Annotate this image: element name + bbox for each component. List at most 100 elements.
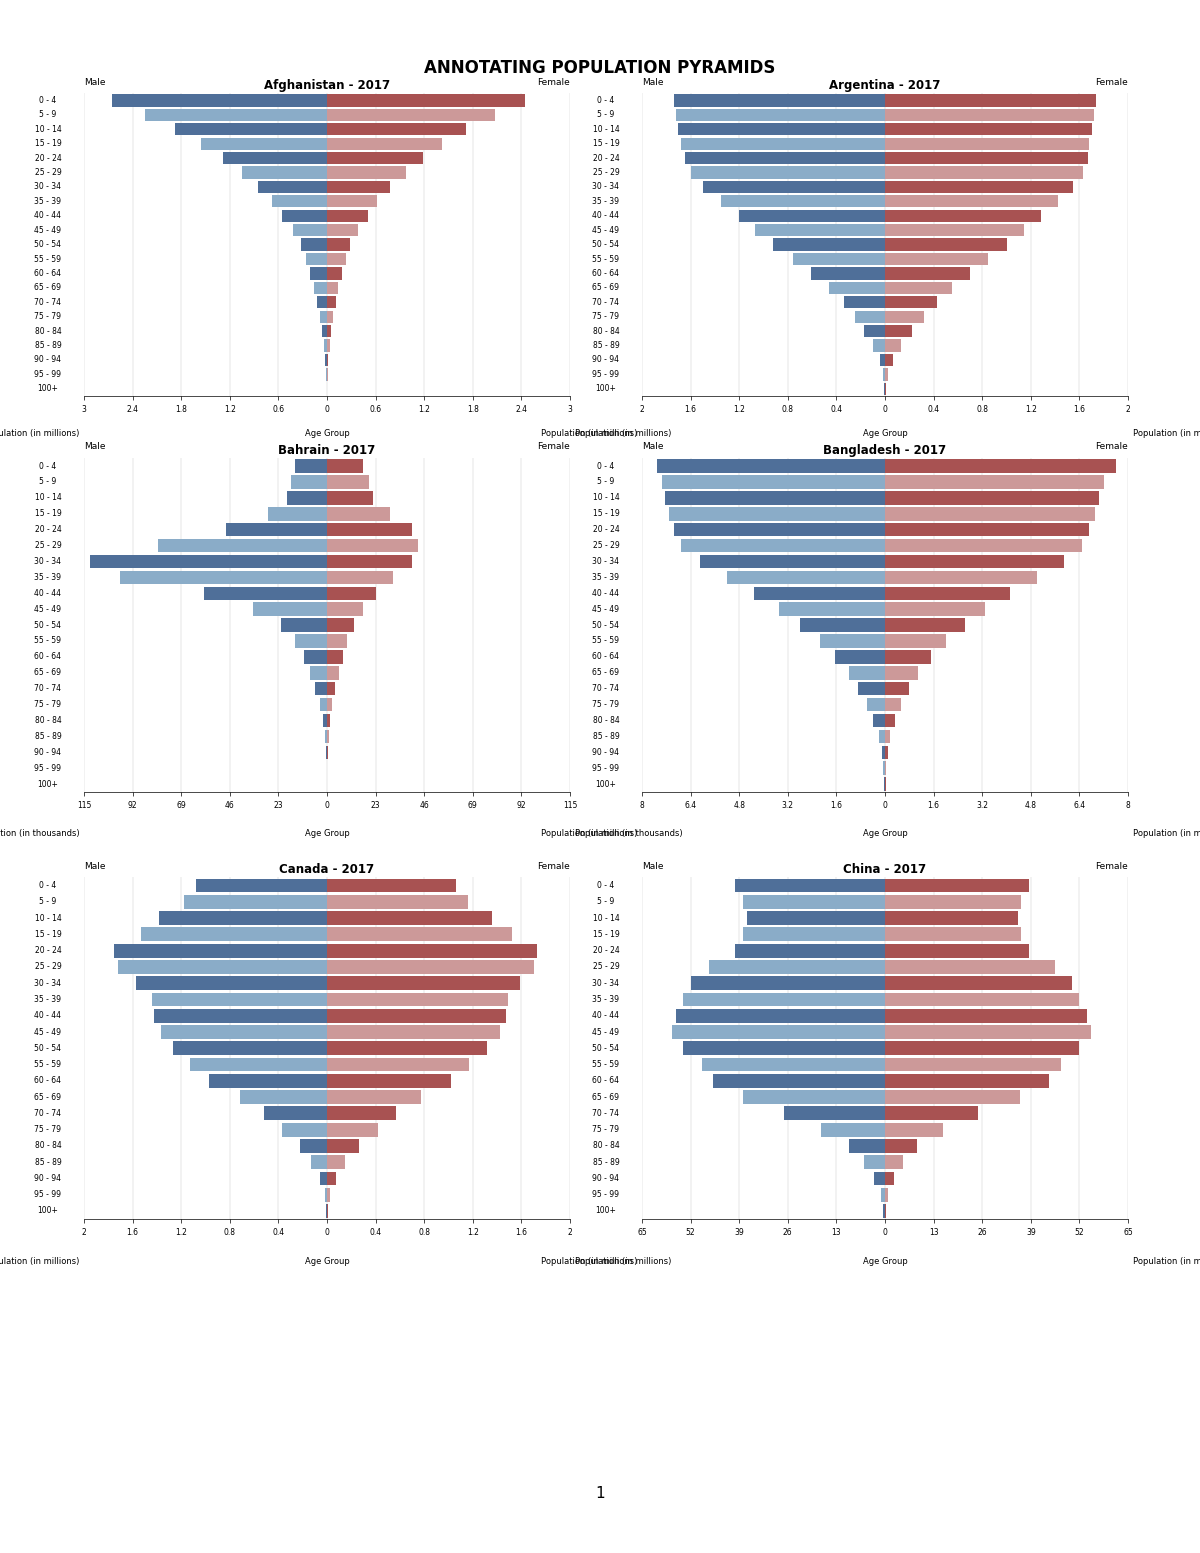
Bar bbox=[886, 1188, 888, 1202]
Bar bbox=[223, 152, 326, 165]
Bar bbox=[886, 714, 895, 727]
Bar bbox=[325, 1204, 326, 1218]
Bar bbox=[886, 109, 1094, 121]
Bar bbox=[295, 460, 326, 472]
Text: Population (in millions): Population (in millions) bbox=[541, 829, 637, 837]
Bar bbox=[727, 570, 886, 584]
Bar bbox=[886, 634, 946, 648]
Bar bbox=[319, 697, 326, 711]
Bar bbox=[886, 927, 1021, 941]
Bar bbox=[811, 267, 886, 280]
Bar bbox=[886, 1171, 894, 1185]
Bar bbox=[326, 666, 340, 680]
Bar bbox=[326, 1025, 499, 1039]
Bar bbox=[326, 1155, 346, 1169]
Bar bbox=[886, 730, 890, 744]
Bar bbox=[301, 239, 326, 250]
Bar bbox=[326, 267, 342, 280]
Bar bbox=[314, 281, 326, 294]
Bar bbox=[850, 1138, 886, 1152]
Title: China - 2017: China - 2017 bbox=[844, 863, 926, 876]
Bar bbox=[326, 1009, 505, 1023]
Bar bbox=[886, 491, 1099, 505]
Text: Male: Male bbox=[642, 862, 664, 871]
Bar bbox=[326, 1075, 451, 1087]
Bar bbox=[326, 138, 442, 149]
Bar bbox=[326, 992, 508, 1006]
Bar bbox=[326, 281, 338, 294]
Text: Age Group: Age Group bbox=[305, 829, 349, 837]
Bar bbox=[880, 354, 886, 367]
Bar bbox=[326, 166, 407, 179]
Bar bbox=[886, 1155, 902, 1169]
Bar bbox=[137, 977, 326, 991]
Bar bbox=[114, 944, 326, 958]
Text: Population (in millions): Population (in millions) bbox=[1133, 829, 1200, 837]
Bar bbox=[886, 745, 888, 759]
Bar bbox=[282, 1123, 326, 1137]
Bar bbox=[736, 879, 886, 893]
Bar bbox=[264, 1106, 326, 1120]
Bar bbox=[326, 714, 330, 727]
Bar bbox=[886, 879, 1028, 893]
Bar bbox=[326, 109, 496, 121]
Bar bbox=[326, 340, 330, 351]
Bar bbox=[120, 570, 326, 584]
Bar bbox=[881, 1188, 886, 1202]
Bar bbox=[883, 1204, 886, 1218]
Bar bbox=[684, 152, 886, 165]
Bar bbox=[326, 570, 392, 584]
Bar bbox=[142, 927, 326, 941]
Bar bbox=[326, 697, 332, 711]
Bar bbox=[304, 651, 326, 663]
Bar bbox=[175, 123, 326, 135]
Bar bbox=[874, 714, 886, 727]
Text: Age Group: Age Group bbox=[863, 829, 907, 837]
Bar bbox=[874, 1171, 886, 1185]
Bar bbox=[326, 180, 390, 193]
Text: Female: Female bbox=[1096, 443, 1128, 452]
Bar bbox=[672, 1025, 886, 1039]
Bar bbox=[886, 506, 1094, 520]
Bar bbox=[190, 1058, 326, 1072]
Text: Female: Female bbox=[538, 862, 570, 871]
Bar bbox=[326, 95, 526, 107]
Bar bbox=[317, 297, 326, 309]
Bar bbox=[886, 210, 1040, 222]
Bar bbox=[683, 992, 886, 1006]
Text: Population (in millions): Population (in millions) bbox=[575, 1256, 671, 1266]
Bar bbox=[886, 166, 1084, 179]
Bar bbox=[721, 196, 886, 208]
Bar bbox=[674, 523, 886, 536]
Bar bbox=[118, 960, 326, 974]
Bar bbox=[322, 325, 326, 337]
Bar bbox=[326, 554, 412, 568]
Bar bbox=[306, 253, 326, 266]
Bar bbox=[682, 539, 886, 553]
Bar bbox=[326, 539, 418, 553]
Bar bbox=[858, 682, 886, 696]
Bar bbox=[310, 267, 326, 280]
Bar bbox=[886, 297, 937, 309]
Text: Population (in millions): Population (in millions) bbox=[0, 1256, 79, 1266]
Bar bbox=[658, 460, 886, 472]
Bar bbox=[886, 666, 918, 680]
Bar bbox=[886, 340, 901, 351]
Bar bbox=[886, 138, 1090, 149]
Bar bbox=[886, 912, 1018, 926]
Text: Population (in millions): Population (in millions) bbox=[575, 429, 671, 438]
Bar bbox=[886, 267, 970, 280]
Bar bbox=[310, 666, 326, 680]
Bar bbox=[152, 992, 326, 1006]
Bar bbox=[319, 1171, 326, 1185]
Bar bbox=[300, 1138, 326, 1152]
Bar bbox=[886, 1106, 978, 1120]
Bar bbox=[886, 123, 1092, 135]
Bar bbox=[700, 554, 886, 568]
Bar bbox=[886, 944, 1028, 958]
Bar bbox=[886, 1058, 1061, 1072]
Text: Male: Male bbox=[84, 862, 106, 871]
Bar bbox=[272, 196, 326, 208]
Bar bbox=[670, 506, 886, 520]
Bar bbox=[886, 152, 1088, 165]
